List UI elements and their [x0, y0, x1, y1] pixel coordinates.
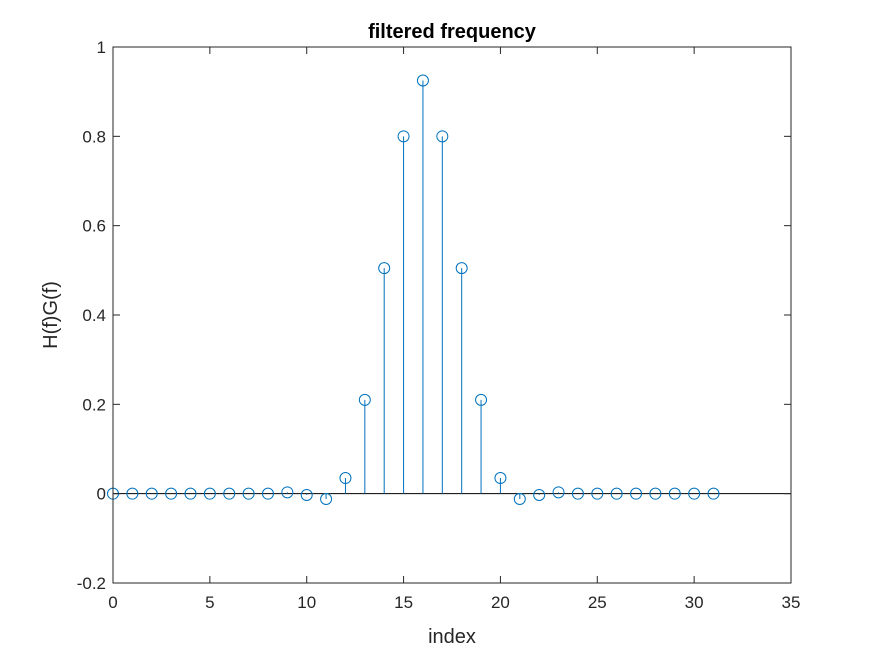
- plot-area: [113, 47, 791, 583]
- y-tick-label: 0.2: [82, 395, 106, 414]
- x-tick-label: 10: [297, 593, 316, 612]
- stem-marker: [145, 487, 158, 500]
- stem-marker: [707, 487, 720, 500]
- stem-marker: [610, 487, 623, 500]
- stem-marker: [378, 262, 391, 275]
- stem-marker: [630, 487, 643, 500]
- stem-marker: [358, 393, 371, 406]
- stem-marker: [165, 487, 178, 500]
- stem-marker: [261, 487, 274, 500]
- stem-marker: [571, 487, 584, 500]
- stem-marker: [513, 493, 526, 506]
- stem-marker: [688, 487, 701, 500]
- stem-marks: [107, 74, 791, 506]
- stem-marker: [668, 487, 681, 500]
- x-tick-label: 25: [588, 593, 607, 612]
- y-tick-label: 0: [97, 485, 106, 504]
- stem-marker: [436, 130, 449, 143]
- y-tick-label: 0.8: [82, 127, 106, 146]
- x-tick-label: 5: [205, 593, 214, 612]
- x-tick-label: 20: [491, 593, 510, 612]
- y-tick-label: 1: [97, 38, 106, 57]
- stem-marker: [416, 74, 429, 87]
- stem-marker: [649, 487, 662, 500]
- x-tick-label: 35: [782, 593, 801, 612]
- axes: 0 5 10 15 20 25 30 35-0.200.20.40.60.81: [77, 38, 801, 612]
- stem-marker: [494, 472, 507, 485]
- stem-marker: [552, 486, 565, 499]
- stem-marker: [533, 489, 546, 502]
- stem-marker: [455, 262, 468, 275]
- chart-title: filtered frequency: [368, 21, 537, 43]
- stem-marker: [300, 489, 313, 502]
- y-tick-label: 0.6: [82, 217, 106, 236]
- x-axis-label: index: [428, 626, 476, 648]
- y-axis-label: H(f)G(f): [40, 281, 62, 349]
- stem-marker: [320, 493, 333, 506]
- stem-marker: [126, 487, 139, 500]
- y-tick-label: 0.4: [82, 306, 106, 325]
- stem-marker: [281, 486, 294, 499]
- stem-marker: [397, 130, 410, 143]
- x-tick-label: 30: [685, 593, 704, 612]
- x-tick-label: 0: [108, 593, 117, 612]
- stem-marker: [591, 487, 604, 500]
- stem-marker: [223, 487, 236, 500]
- stem-marker: [339, 472, 352, 485]
- stem-marker: [203, 487, 216, 500]
- stem-marker: [475, 393, 488, 406]
- stem-marker: [242, 487, 255, 500]
- y-tick-label: -0.2: [77, 574, 106, 593]
- x-tick-label: 15: [394, 593, 413, 612]
- stem-marker: [184, 487, 197, 500]
